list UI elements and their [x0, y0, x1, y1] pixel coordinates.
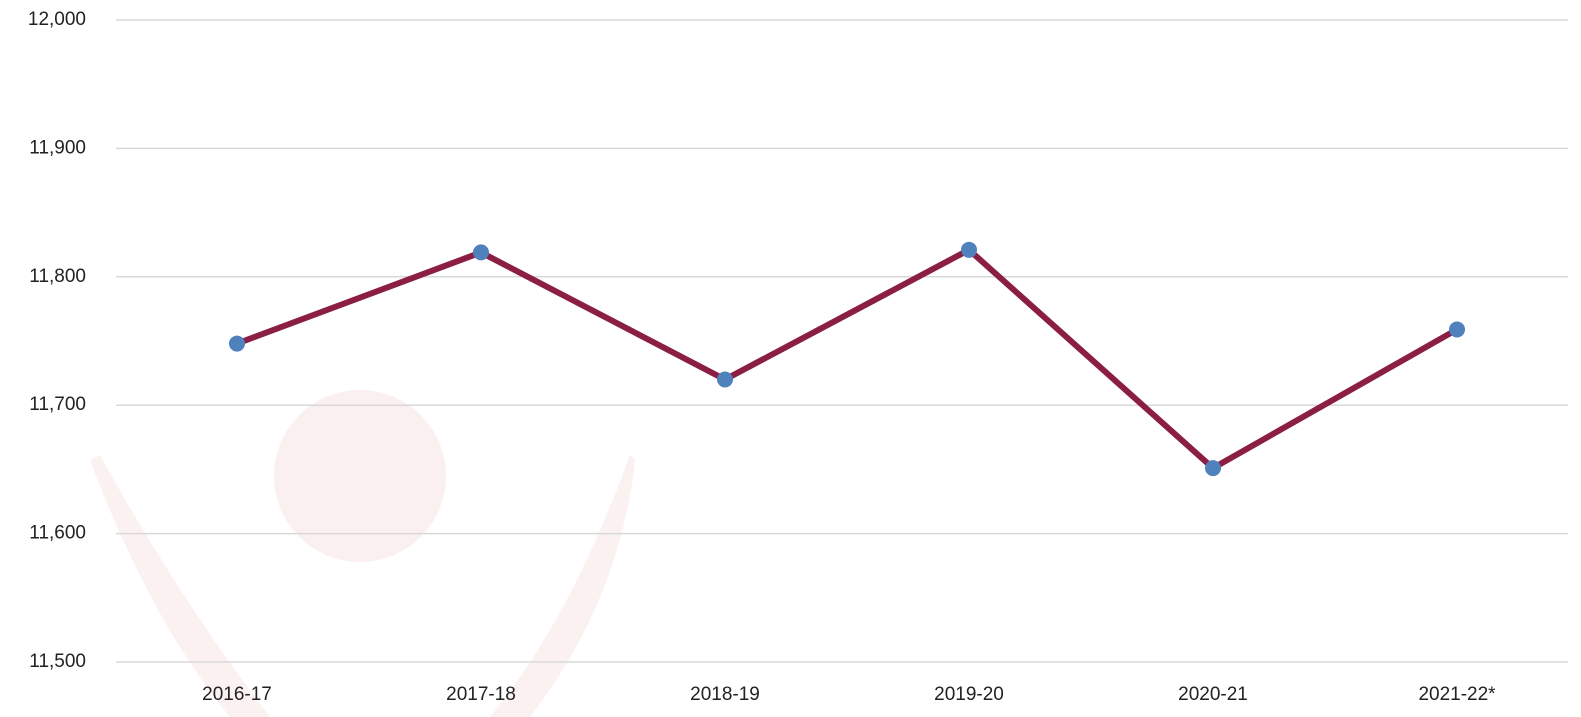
y-tick-label: 11,500 — [29, 651, 86, 672]
x-tick-label: 2021-22* — [1418, 684, 1496, 705]
y-tick-label: 11,800 — [29, 266, 86, 287]
x-tick-label: 2018-19 — [690, 684, 760, 705]
data-point — [717, 371, 733, 388]
watermark — [90, 390, 635, 717]
y-tick-label: 11,900 — [29, 137, 86, 158]
y-tick-label: 11,700 — [29, 394, 86, 415]
data-point — [229, 335, 245, 352]
data-point — [1449, 321, 1465, 338]
data-point — [473, 244, 489, 261]
y-tick-label: 11,600 — [29, 523, 86, 544]
data-point — [961, 241, 977, 258]
x-tick-label: 2016-17 — [202, 684, 272, 705]
series-line — [235, 246, 1459, 472]
x-tick-label: 2020-21 — [1178, 684, 1248, 705]
y-tick-label: 12,000 — [28, 9, 86, 30]
x-tick-label: 2017-18 — [446, 684, 516, 705]
data-point — [1205, 460, 1221, 477]
x-tick-label: 2019-20 — [934, 684, 1004, 705]
